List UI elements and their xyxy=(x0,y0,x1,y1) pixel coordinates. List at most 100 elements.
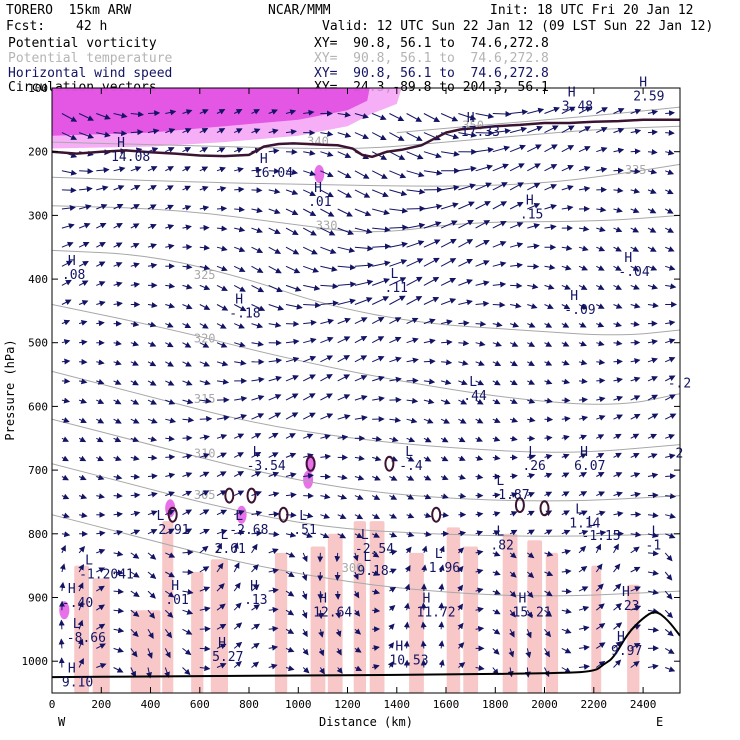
wind-vector-351 xyxy=(527,283,539,290)
extremum-symbol-23: L xyxy=(235,509,243,524)
wind-vector-1047 xyxy=(113,667,124,673)
wind-vector-1014 xyxy=(164,648,171,659)
west-end-label: W xyxy=(58,715,66,729)
wind-vector-383 xyxy=(458,299,473,306)
wind-vector-826 xyxy=(647,532,659,538)
y-tick-label-800: 800 xyxy=(28,528,48,541)
wind-vector-313 xyxy=(492,261,507,268)
wind-vector-828 xyxy=(60,545,66,554)
wind-vector-411 xyxy=(320,318,335,325)
wind-vector-327 xyxy=(113,281,123,288)
extremum-value-28: -1 xyxy=(646,539,662,554)
wind-vector-865 xyxy=(78,563,85,573)
wind-vector-626 xyxy=(303,433,314,440)
wind-vector-38 xyxy=(96,131,111,138)
wind-vector-976 xyxy=(130,628,139,637)
wind-vector-71 xyxy=(665,129,675,136)
wind-vector-708 xyxy=(475,473,484,480)
wind-vector-757 xyxy=(79,512,88,519)
wind-vector-284 xyxy=(613,246,622,252)
extremum-symbol-20: L xyxy=(575,502,583,517)
wind-vector-809 xyxy=(354,532,363,539)
wind-vector-787 xyxy=(596,510,606,517)
wind-vector-1 xyxy=(78,113,95,121)
wind-vector-635 xyxy=(458,436,466,443)
wind-vector-881 xyxy=(353,571,359,581)
wind-vector-855 xyxy=(527,552,535,559)
wind-vector-119 xyxy=(251,167,262,174)
wind-vector-4 xyxy=(130,111,144,118)
wind-vector-870 xyxy=(165,571,175,578)
extremum-value-7: .08 xyxy=(62,268,85,283)
extremum-symbol-43: H xyxy=(68,662,76,677)
wind-vector-519 xyxy=(320,374,333,382)
wind-vector-291 xyxy=(113,262,123,268)
wind-vector-1078 xyxy=(647,663,659,670)
wind-vector-996 xyxy=(475,625,485,632)
wind-vector-938 xyxy=(96,604,105,611)
extremum-symbol-30: L xyxy=(363,550,371,565)
wind-vector-599 xyxy=(458,418,467,424)
wind-vector-525 xyxy=(423,378,436,385)
wind-vector-844 xyxy=(334,552,341,563)
wind-vector-763 xyxy=(182,509,193,516)
wind-vector-613 xyxy=(78,436,87,443)
wind-vector-288 xyxy=(61,260,73,267)
wind-vector-25 xyxy=(492,111,512,118)
wind-vector-849 xyxy=(421,545,428,554)
y-tick-label-500: 500 xyxy=(28,337,48,350)
wind-vector-398 xyxy=(96,320,105,327)
wind-vector-194 xyxy=(302,208,317,216)
wind-vector-842 xyxy=(302,552,308,563)
wind-vector-993 xyxy=(420,621,427,630)
wind-vector-975 xyxy=(113,627,125,634)
wind-vector-813 xyxy=(423,531,432,538)
wind-vector-513 xyxy=(216,378,230,385)
wind-vector-1020 xyxy=(268,644,279,651)
wind-vector-271 xyxy=(389,241,408,248)
wind-vector-979 xyxy=(182,628,193,635)
wind-vector-923 xyxy=(457,584,464,592)
wind-vector-88 xyxy=(337,151,352,159)
wind-vector-665 xyxy=(354,455,365,462)
pv-low-column-10 xyxy=(369,521,385,693)
wind-vector-1067 xyxy=(458,662,466,669)
wind-vector-427 xyxy=(596,321,605,328)
wind-vector-1062 xyxy=(372,664,380,670)
wind-vector-1079 xyxy=(665,666,676,672)
theta-label-300: 300 xyxy=(342,561,364,575)
wind-vector-387 xyxy=(527,303,538,309)
wind-vector-532 xyxy=(544,378,553,385)
wind-vector-507 xyxy=(113,379,122,385)
wind-vector-249 xyxy=(630,226,640,233)
wind-vector-345 xyxy=(423,277,440,286)
wind-vector-122 xyxy=(303,170,316,177)
wind-vector-798 xyxy=(165,528,175,535)
wind-vector-1068 xyxy=(475,665,485,671)
theta-label-320: 320 xyxy=(194,332,216,346)
wind-vector-212 xyxy=(613,207,623,213)
wind-vector-1059 xyxy=(319,667,325,675)
wind-vector-205 xyxy=(492,201,508,210)
pv-low-column-6 xyxy=(274,552,288,693)
wind-vector-460 xyxy=(544,341,553,347)
wind-vector-661 xyxy=(285,452,297,459)
wind-vector-193 xyxy=(285,208,299,215)
wind-vector-480 xyxy=(268,357,283,364)
wind-vector-63 xyxy=(527,125,543,134)
wind-vector-997 xyxy=(492,628,501,635)
wind-vector-448 xyxy=(337,336,351,344)
wind-vector-197 xyxy=(354,208,372,217)
wind-vector-675 xyxy=(527,454,536,461)
wind-vector-493 xyxy=(492,360,502,366)
y-tick-label-top: 100 xyxy=(28,82,48,95)
wind-vector-727 xyxy=(182,490,193,497)
wind-vector-107 xyxy=(665,149,675,156)
wind-vector-777 xyxy=(423,512,432,519)
wind-vector-388 xyxy=(544,303,554,309)
wind-vector-713 xyxy=(561,472,570,479)
wind-vector-1033 xyxy=(492,648,500,655)
wind-vector-747 xyxy=(527,491,535,498)
wind-vector-786 xyxy=(578,510,588,516)
